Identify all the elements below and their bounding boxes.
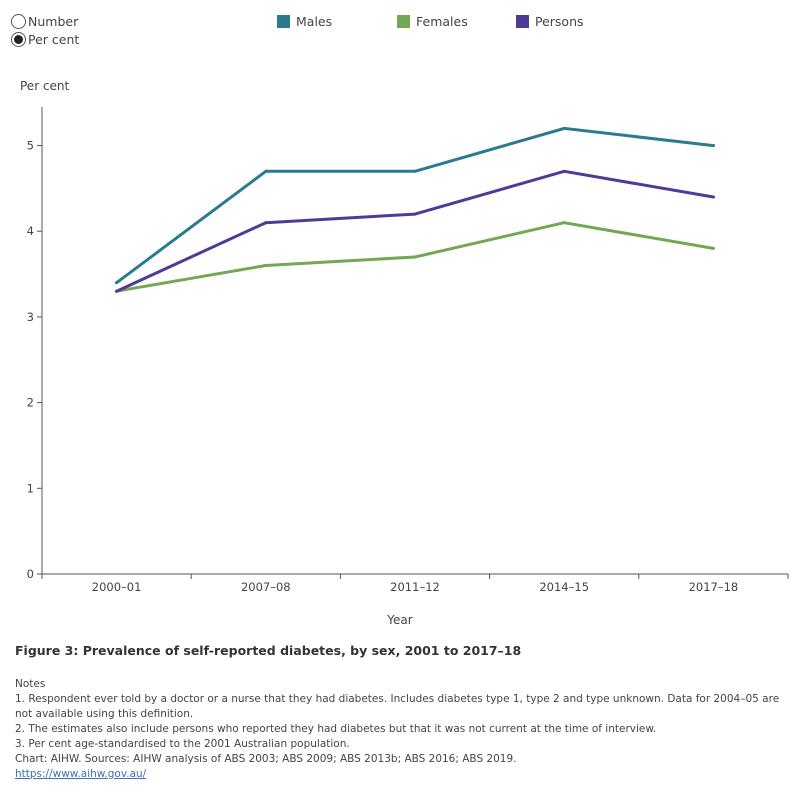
- y-tick-label: 5: [27, 139, 34, 153]
- legend-item-females[interactable]: Females: [397, 14, 468, 29]
- legend-label-females: Females: [416, 14, 468, 29]
- data-point-males[interactable]: [264, 169, 268, 173]
- data-point-females[interactable]: [562, 221, 566, 225]
- radio-number-label[interactable]: Number: [28, 13, 79, 29]
- legend-item-males[interactable]: Males: [277, 14, 332, 29]
- x-tick-label: 2014–15: [539, 580, 589, 594]
- notes-heading: Notes: [15, 678, 46, 690]
- source-text: Chart: AIHW. Sources: AIHW analysis of A…: [15, 753, 517, 765]
- legend-swatch-males: [277, 15, 290, 28]
- x-tick-label: 2017–18: [689, 580, 739, 594]
- axes: 0 1 2 3 4 5 2000–01 2007–08 2011–12 2014–15 2017–1…: [27, 107, 789, 594]
- y-axis-title: Per cent: [20, 79, 70, 93]
- series-lines: [115, 126, 715, 293]
- note-1: 1. Respondent ever told by a doctor or a…: [15, 693, 780, 720]
- data-point-females[interactable]: [413, 255, 417, 259]
- y-tick-label: 2: [27, 396, 34, 410]
- data-point-females[interactable]: [711, 246, 715, 250]
- radio-per-cent[interactable]: Per cent: [11, 30, 79, 48]
- data-point-persons[interactable]: [413, 212, 417, 216]
- legend: Males Females Persons: [0, 14, 800, 32]
- data-point-persons[interactable]: [115, 289, 119, 293]
- notes-section: Notes 1. Respondent ever told by a docto…: [15, 677, 790, 782]
- x-tick-label: 2011–12: [390, 580, 440, 594]
- figure-caption: Figure 3: Prevalence of self-reported di…: [15, 643, 522, 658]
- data-point-males[interactable]: [562, 126, 566, 130]
- x-axis-title: Year: [386, 613, 412, 627]
- legend-label-persons: Persons: [535, 14, 584, 29]
- data-point-males[interactable]: [413, 169, 417, 173]
- note-2: 2. The estimates also include persons wh…: [15, 723, 657, 735]
- data-point-persons[interactable]: [562, 169, 566, 173]
- legend-item-persons[interactable]: Persons: [516, 14, 584, 29]
- data-point-females[interactable]: [264, 264, 268, 268]
- data-point-males[interactable]: [115, 281, 119, 285]
- radio-per-cent-label[interactable]: Per cent: [28, 31, 80, 47]
- legend-label-males: Males: [296, 14, 333, 29]
- line-chart: Per cent Year 0 1 2 3 4 5 2000–01 2007–08 2011–1…: [20, 79, 789, 627]
- x-tick-label: 2000–01: [92, 580, 142, 594]
- data-point-males[interactable]: [711, 144, 715, 148]
- legend-swatch-females: [397, 15, 410, 28]
- data-point-persons[interactable]: [711, 195, 715, 199]
- series-line-males[interactable]: [115, 126, 715, 285]
- y-tick-label: 1: [27, 481, 34, 495]
- radio-number-circle[interactable]: [11, 13, 26, 29]
- radio-per-cent-circle[interactable]: [11, 31, 26, 47]
- x-tick-label: 2007–08: [241, 580, 291, 594]
- radio-number[interactable]: Number: [11, 12, 79, 30]
- y-tick-label: 0: [27, 567, 34, 581]
- y-tick-label: 3: [27, 310, 34, 324]
- data-point-persons[interactable]: [264, 221, 268, 225]
- series-line-persons[interactable]: [115, 169, 715, 293]
- aihw-link[interactable]: https://www.aihw.gov.au/: [15, 768, 147, 780]
- y-tick-label: 4: [27, 224, 34, 238]
- measure-selector: Number Per cent: [11, 12, 79, 48]
- legend-swatch-persons: [516, 15, 529, 28]
- note-3: 3. Per cent age-standardised to the 2001…: [15, 738, 350, 750]
- radio-selected-dot: [14, 34, 23, 44]
